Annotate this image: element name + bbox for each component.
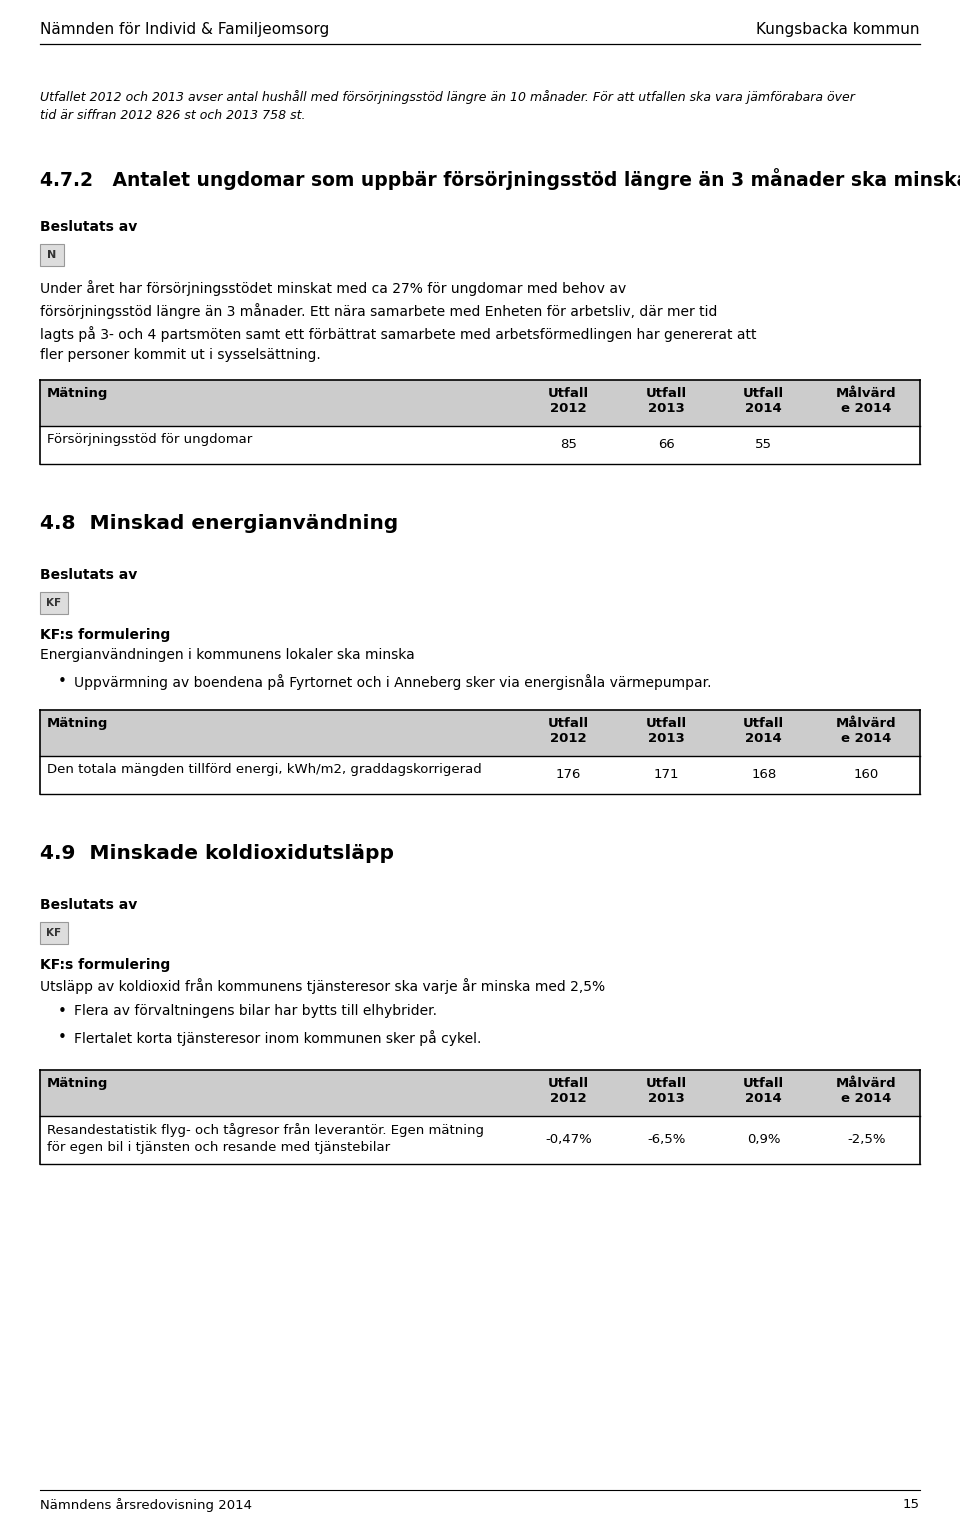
Text: Beslutats av: Beslutats av	[40, 568, 137, 582]
Text: Energianvändningen i kommunens lokaler ska minska: Energianvändningen i kommunens lokaler s…	[40, 648, 415, 662]
Text: 0,9%: 0,9%	[747, 1134, 780, 1146]
Text: •: •	[58, 1030, 67, 1045]
Bar	[40, 921, 68, 944]
Text: KF: KF	[46, 597, 61, 608]
Text: Utfallet 2012 och 2013 avser antal hushåll med försörjningsstöd längre än 10 mån: Utfallet 2012 och 2013 avser antal hushå…	[40, 90, 854, 122]
Text: 55: 55	[756, 439, 772, 451]
Text: Den totala mängden tillförd energi, kWh/m2, graddagskorrigerad: Den totala mängden tillförd energi, kWh/…	[47, 762, 482, 776]
Text: Utfall
2012: Utfall 2012	[548, 717, 589, 746]
Text: KF:s formulering: KF:s formulering	[40, 958, 170, 972]
Text: 160: 160	[853, 769, 879, 781]
Text: Målvärd
e 2014: Målvärd e 2014	[836, 717, 897, 746]
Text: Målvärd
e 2014: Målvärd e 2014	[836, 1077, 897, 1105]
Text: -2,5%: -2,5%	[847, 1134, 885, 1146]
Text: Nämnden för Individ & Familjeomsorg: Nämnden för Individ & Familjeomsorg	[40, 21, 329, 37]
Text: Flera av förvaltningens bilar har bytts till elhybrider.: Flera av förvaltningens bilar har bytts …	[74, 1004, 437, 1018]
Text: Nämndens årsredovisning 2014: Nämndens årsredovisning 2014	[40, 1497, 252, 1513]
Text: -0,47%: -0,47%	[545, 1134, 591, 1146]
Text: Flertalet korta tjänsteresor inom kommunen sker på cykel.: Flertalet korta tjänsteresor inom kommun…	[74, 1030, 481, 1047]
Text: Utfall
2012: Utfall 2012	[548, 387, 589, 416]
Text: 4.7.2   Antalet ungdomar som uppbär försörjningsstöd längre än 3 månader ska min: 4.7.2 Antalet ungdomar som uppbär försör…	[40, 168, 960, 189]
Text: •: •	[58, 674, 67, 689]
Text: Beslutats av: Beslutats av	[40, 220, 137, 234]
Text: N: N	[47, 251, 57, 260]
Text: 85: 85	[560, 439, 577, 451]
Text: Utfall
2013: Utfall 2013	[645, 717, 686, 746]
Text: Utfall
2012: Utfall 2012	[548, 1077, 589, 1105]
Text: Kungsbacka kommun: Kungsbacka kommun	[756, 21, 920, 37]
Text: Utfall
2014: Utfall 2014	[743, 387, 784, 416]
Text: 176: 176	[556, 769, 581, 781]
Text: Mätning: Mätning	[47, 1077, 108, 1089]
Text: Mätning: Mätning	[47, 717, 108, 730]
Text: Utfall
2013: Utfall 2013	[645, 1077, 686, 1105]
Text: 171: 171	[654, 769, 679, 781]
Text: Utfall
2013: Utfall 2013	[645, 387, 686, 416]
Bar	[40, 711, 920, 756]
Text: Resandestatistik flyg- och tågresor från leverantör. Egen mätning
för egen bil i: Resandestatistik flyg- och tågresor från…	[47, 1123, 484, 1154]
Text: Utfall
2014: Utfall 2014	[743, 717, 784, 746]
Text: Beslutats av: Beslutats av	[40, 898, 137, 912]
Text: Försörjningsstöd för ungdomar: Försörjningsstöd för ungdomar	[47, 432, 252, 446]
Text: 4.8  Minskad energianvändning: 4.8 Minskad energianvändning	[40, 513, 398, 533]
Text: Utsläpp av koldioxid från kommunens tjänsteresor ska varje år minska med 2,5%: Utsläpp av koldioxid från kommunens tjän…	[40, 978, 605, 993]
Bar	[40, 591, 68, 614]
Text: KF: KF	[46, 927, 61, 938]
Text: KF:s formulering: KF:s formulering	[40, 628, 170, 642]
Text: 66: 66	[658, 439, 675, 451]
Bar	[40, 244, 64, 266]
Bar	[40, 1070, 920, 1115]
Text: Mätning: Mätning	[47, 387, 108, 400]
Text: -6,5%: -6,5%	[647, 1134, 685, 1146]
Text: 15: 15	[903, 1497, 920, 1511]
Text: Utfall
2014: Utfall 2014	[743, 1077, 784, 1105]
Text: •: •	[58, 1004, 67, 1019]
Text: Uppvärmning av boendena på Fyrtornet och i Anneberg sker via energisnåla värmepu: Uppvärmning av boendena på Fyrtornet och…	[74, 674, 711, 691]
Text: Under året har försörjningsstödet minskat med ca 27% för ungdomar med behov av
f: Under året har försörjningsstödet minska…	[40, 280, 756, 362]
Bar	[40, 380, 920, 426]
Text: Målvärd
e 2014: Målvärd e 2014	[836, 387, 897, 416]
Text: 168: 168	[751, 769, 777, 781]
Text: 4.9  Minskade koldioxidutsläpp: 4.9 Minskade koldioxidutsläpp	[40, 843, 394, 863]
